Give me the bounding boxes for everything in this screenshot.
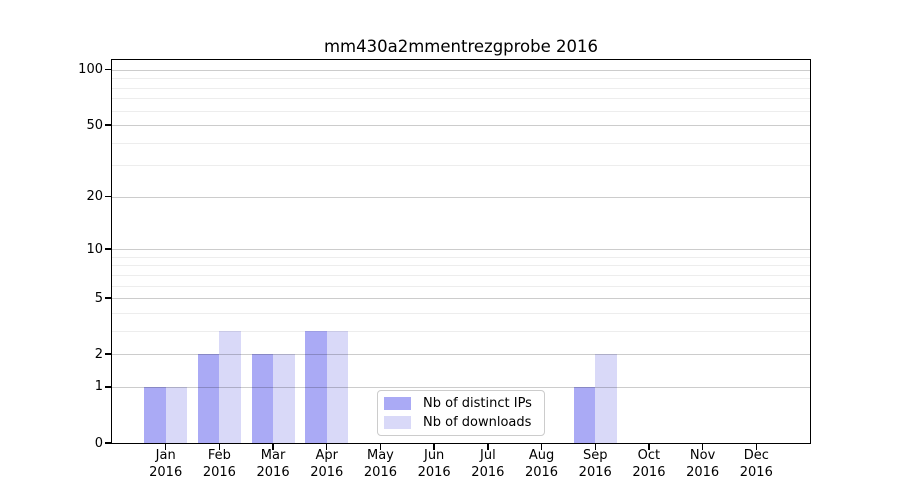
gridline-minor bbox=[112, 87, 810, 89]
gridline-minor bbox=[112, 165, 810, 167]
gridline-major bbox=[112, 298, 810, 300]
x-tick-mark bbox=[379, 444, 382, 450]
x-tick-mark bbox=[701, 444, 704, 450]
chart-title: mm430a2mmentrezgprobe 2016 bbox=[323, 37, 599, 56]
gridline-minor bbox=[112, 78, 810, 80]
bar-distinct-ips bbox=[305, 330, 327, 443]
y-tick-mark bbox=[105, 196, 112, 198]
bar-downloads bbox=[165, 386, 188, 443]
x-tick-mark bbox=[272, 444, 274, 450]
gridline-minor bbox=[112, 274, 810, 276]
y-tick-label: 2 bbox=[94, 346, 103, 362]
y-tick-label: 100 bbox=[78, 62, 103, 78]
y-tick-label: 1 bbox=[94, 379, 103, 395]
legend-item: Nb of distinct IPs bbox=[384, 396, 538, 411]
y-tick-label: 50 bbox=[86, 117, 103, 133]
gridline-minor bbox=[112, 285, 810, 287]
x-tick-label: Jan 2016 bbox=[149, 448, 183, 480]
bar-distinct-ips bbox=[573, 386, 596, 443]
gridline-minor bbox=[112, 312, 810, 314]
legend-swatch-distinct-ips bbox=[384, 397, 411, 410]
bar-downloads bbox=[273, 354, 295, 443]
bar-downloads bbox=[595, 354, 617, 443]
bar-distinct-ips bbox=[144, 386, 166, 443]
gridline-minor bbox=[112, 330, 810, 332]
x-tick-label: Jul 2016 bbox=[471, 448, 505, 480]
y-tick-mark bbox=[105, 124, 112, 126]
x-tick-label: Feb 2016 bbox=[202, 448, 236, 480]
x-tick-label: Nov 2016 bbox=[686, 448, 720, 480]
legend-label: Nb of downloads bbox=[423, 415, 532, 430]
legend-swatch-downloads bbox=[384, 416, 411, 429]
gridline-major bbox=[112, 125, 810, 127]
x-tick-mark bbox=[648, 444, 650, 450]
gridline-major bbox=[112, 354, 810, 356]
bar-distinct-ips bbox=[197, 354, 220, 443]
y-tick-mark bbox=[105, 248, 112, 250]
gridline-major bbox=[112, 196, 810, 198]
bar-downloads bbox=[219, 330, 241, 443]
y-tick-label: 20 bbox=[86, 189, 103, 205]
legend-item: Nb of downloads bbox=[384, 415, 538, 430]
y-tick-label: 5 bbox=[94, 290, 103, 306]
x-tick-mark bbox=[433, 444, 435, 450]
gridline-major bbox=[112, 386, 810, 388]
x-tick-label: Aug 2016 bbox=[524, 448, 559, 480]
y-tick-mark bbox=[105, 69, 112, 71]
x-tick-label: Sep 2016 bbox=[578, 448, 612, 480]
x-tick-mark bbox=[164, 444, 167, 450]
y-tick-mark bbox=[105, 386, 112, 388]
x-tick-mark bbox=[487, 444, 489, 450]
x-tick-label: May 2016 bbox=[363, 448, 397, 480]
y-tick-mark bbox=[105, 442, 112, 444]
x-tick-label: Mar 2016 bbox=[256, 448, 290, 480]
x-tick-label: Dec 2016 bbox=[739, 448, 773, 480]
x-tick-mark bbox=[326, 444, 328, 450]
bar-distinct-ips bbox=[251, 354, 274, 443]
x-tick-label: Apr 2016 bbox=[310, 448, 344, 480]
bar-downloads bbox=[326, 330, 349, 443]
x-tick-mark bbox=[540, 444, 543, 450]
x-tick-mark bbox=[594, 444, 596, 450]
y-tick-mark bbox=[105, 353, 112, 355]
gridline-minor bbox=[112, 110, 810, 112]
x-tick-label: Oct 2016 bbox=[632, 448, 666, 480]
y-tick-label: 0 bbox=[94, 435, 103, 451]
x-tick-mark bbox=[755, 444, 757, 450]
gridline-major bbox=[112, 249, 810, 251]
gridline-minor bbox=[112, 98, 810, 100]
gridline-minor bbox=[112, 256, 810, 258]
x-tick-mark bbox=[218, 444, 221, 450]
gridline-major bbox=[112, 69, 810, 71]
legend-label: Nb of distinct IPs bbox=[423, 396, 532, 411]
x-tick-label: Jun 2016 bbox=[417, 448, 451, 480]
legend: Nb of distinct IPs Nb of downloads bbox=[377, 390, 545, 436]
y-tick-mark bbox=[105, 297, 112, 299]
y-tick-label: 10 bbox=[86, 241, 103, 257]
gridline-minor bbox=[112, 142, 810, 144]
gridline-minor bbox=[112, 265, 810, 267]
plot-area: Nb of distinct IPs Nb of downloads bbox=[111, 59, 811, 444]
